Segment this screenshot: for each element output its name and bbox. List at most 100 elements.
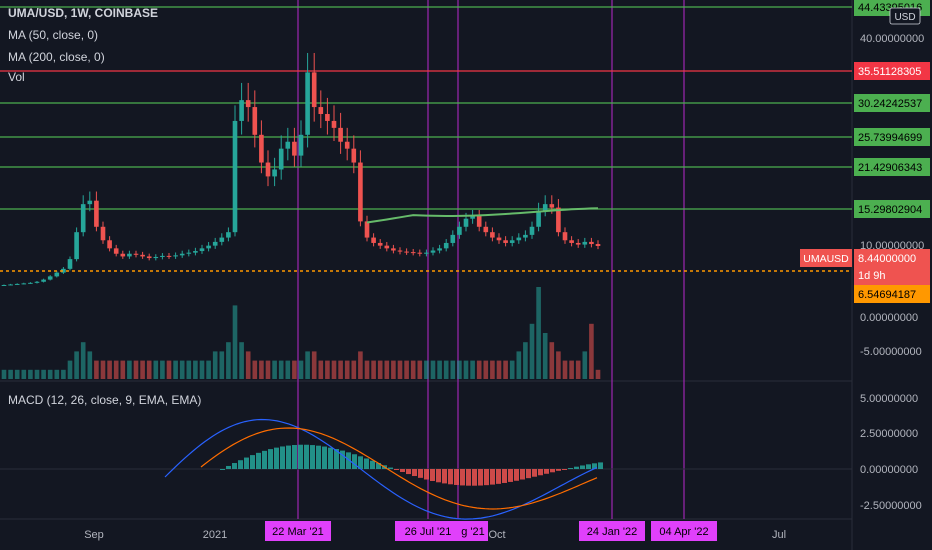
- candle[interactable]: [470, 216, 475, 219]
- candle[interactable]: [153, 256, 159, 259]
- candle[interactable]: [542, 204, 548, 211]
- candle[interactable]: [278, 148, 284, 170]
- candle[interactable]: [41, 279, 46, 282]
- candle[interactable]: [503, 240, 508, 243]
- candle[interactable]: [245, 100, 251, 108]
- candle[interactable]: [199, 248, 205, 252]
- candle[interactable]: [28, 282, 33, 284]
- candle[interactable]: [424, 252, 429, 254]
- candle[interactable]: [47, 276, 53, 280]
- candle[interactable]: [193, 251, 198, 253]
- candle[interactable]: [556, 207, 561, 233]
- candle[interactable]: [179, 253, 185, 256]
- candle[interactable]: [562, 232, 568, 241]
- candle[interactable]: [595, 244, 601, 246]
- candle[interactable]: [589, 241, 594, 245]
- candle[interactable]: [536, 210, 541, 227]
- candle[interactable]: [311, 72, 317, 108]
- candle[interactable]: [186, 252, 192, 254]
- candle[interactable]: [127, 253, 132, 257]
- candle[interactable]: [529, 226, 535, 235]
- ma50-legend[interactable]: MA (50, close, 0): [8, 28, 99, 42]
- candle[interactable]: [384, 245, 390, 249]
- candle[interactable]: [259, 134, 264, 163]
- candle[interactable]: [61, 268, 66, 273]
- candle[interactable]: [364, 221, 370, 238]
- candle[interactable]: [582, 241, 588, 245]
- candle[interactable]: [100, 226, 106, 241]
- candle[interactable]: [74, 232, 79, 260]
- candle[interactable]: [206, 245, 211, 249]
- candle[interactable]: [252, 107, 258, 135]
- candle[interactable]: [219, 237, 225, 242]
- candle[interactable]: [146, 256, 152, 259]
- candle[interactable]: [410, 252, 416, 254]
- candle[interactable]: [569, 240, 574, 243]
- candle[interactable]: [417, 252, 423, 254]
- candle[interactable]: [443, 242, 449, 249]
- candle[interactable]: [549, 204, 555, 208]
- ma200-legend[interactable]: MA (200, close, 0): [8, 50, 105, 64]
- time-marker-tag[interactable]: [579, 521, 645, 541]
- candle[interactable]: [575, 242, 581, 245]
- candle[interactable]: [1, 285, 7, 286]
- candle[interactable]: [107, 240, 112, 249]
- candle[interactable]: [54, 272, 60, 277]
- candle[interactable]: [509, 240, 515, 243]
- candle[interactable]: [371, 237, 376, 243]
- time-marker-tag[interactable]: [651, 521, 717, 541]
- candle[interactable]: [140, 254, 145, 257]
- candle[interactable]: [351, 148, 357, 163]
- candle[interactable]: [87, 200, 93, 205]
- candle[interactable]: [285, 141, 291, 149]
- volume-legend[interactable]: Vol: [8, 70, 25, 84]
- currency-badge[interactable]: [889, 7, 921, 25]
- candle[interactable]: [397, 250, 403, 252]
- candle[interactable]: [476, 216, 482, 227]
- candle[interactable]: [298, 134, 304, 156]
- candle[interactable]: [516, 237, 522, 241]
- candle[interactable]: [8, 284, 13, 286]
- candle[interactable]: [305, 72, 310, 135]
- candle[interactable]: [160, 255, 165, 257]
- candle[interactable]: [338, 127, 343, 142]
- candle[interactable]: [166, 255, 172, 257]
- time-marker-tag[interactable]: [395, 521, 461, 541]
- candle[interactable]: [292, 141, 297, 156]
- candle[interactable]: [94, 200, 99, 227]
- candle[interactable]: [34, 281, 40, 283]
- candle[interactable]: [67, 259, 73, 269]
- candle[interactable]: [344, 141, 350, 149]
- candle[interactable]: [113, 248, 119, 254]
- candle[interactable]: [483, 226, 489, 233]
- candle[interactable]: [133, 253, 139, 255]
- candle[interactable]: [437, 248, 442, 251]
- candle[interactable]: [120, 253, 126, 257]
- candle[interactable]: [391, 248, 396, 251]
- candle[interactable]: [318, 107, 324, 114]
- candle[interactable]: [325, 113, 330, 121]
- time-marker-tag[interactable]: [458, 521, 488, 541]
- time-marker-tag[interactable]: [265, 521, 331, 541]
- candle[interactable]: [80, 204, 86, 233]
- candle[interactable]: [457, 226, 462, 235]
- candle[interactable]: [265, 162, 271, 177]
- candle[interactable]: [232, 120, 238, 233]
- candle[interactable]: [226, 232, 231, 238]
- candle[interactable]: [450, 234, 456, 243]
- candle[interactable]: [358, 162, 363, 222]
- candle[interactable]: [173, 255, 178, 257]
- symbol-title[interactable]: UMA/USD, 1W, COINBASE: [8, 6, 159, 20]
- candle[interactable]: [523, 234, 528, 238]
- candle[interactable]: [430, 250, 436, 253]
- candle[interactable]: [377, 242, 383, 246]
- candle[interactable]: [239, 100, 244, 121]
- candle[interactable]: [404, 251, 409, 253]
- candle[interactable]: [496, 237, 502, 241]
- candle[interactable]: [21, 283, 27, 285]
- candle[interactable]: [490, 232, 495, 238]
- macd-legend[interactable]: MACD (12, 26, close, 9, EMA, EMA): [8, 393, 202, 407]
- candle[interactable]: [463, 218, 469, 227]
- candle[interactable]: [212, 241, 218, 246]
